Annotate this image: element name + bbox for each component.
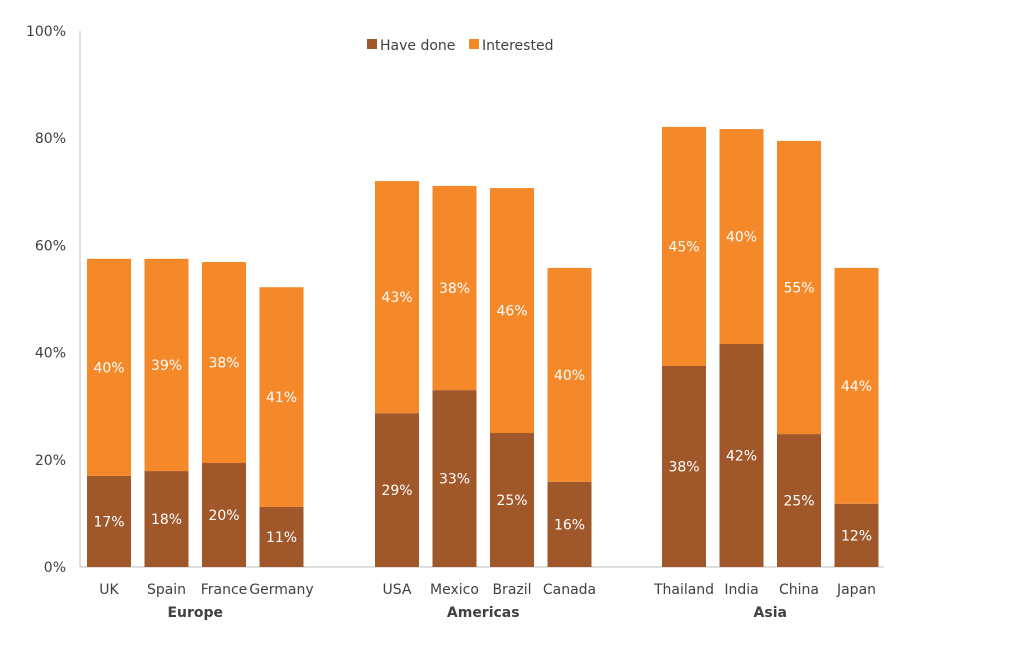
bar-interested (202, 262, 246, 464)
x-tick-label: India (724, 582, 758, 598)
data-label: 41% (266, 390, 297, 406)
data-label: 38% (208, 356, 239, 372)
legend-label: Have done (380, 38, 455, 54)
x-tick-label: USA (383, 582, 412, 598)
bar-interested (144, 258, 189, 472)
group-label: Asia (754, 605, 787, 621)
y-tick-label: 100% (26, 24, 66, 40)
group-label: Europe (167, 605, 223, 621)
data-label: 29% (381, 483, 412, 499)
data-label: 45% (668, 239, 699, 255)
data-label: 38% (668, 460, 699, 476)
bar-interested (719, 129, 764, 345)
data-label: 16% (554, 517, 585, 533)
y-tick-label: 0% (44, 560, 66, 576)
y-tick-label: 40% (35, 346, 66, 362)
legend-label: Interested (482, 38, 553, 54)
data-label: 33% (439, 472, 470, 488)
bar-interested (259, 287, 304, 507)
x-tick-label: China (779, 582, 819, 598)
bar-interested (490, 188, 534, 433)
bar-have-done (202, 463, 246, 567)
data-label: 18% (151, 512, 182, 528)
bar-have-done (144, 471, 189, 567)
x-tick-label: Germany (249, 582, 313, 598)
data-label: 17% (93, 514, 124, 530)
data-label: 39% (151, 358, 182, 374)
bar-have-done (87, 475, 131, 567)
data-label: 12% (841, 528, 872, 544)
y-tick-label: 60% (35, 238, 66, 254)
data-label: 44% (841, 379, 872, 395)
y-tick-label: 80% (35, 131, 66, 147)
x-tick-label: Spain (147, 582, 186, 598)
bar-have-done (777, 434, 821, 567)
data-label: 40% (726, 230, 757, 246)
bar-interested (87, 258, 131, 476)
x-tick-label: France (201, 582, 248, 598)
data-label: 20% (208, 508, 239, 524)
x-tick-label: UK (99, 582, 119, 598)
bar-have-done (432, 390, 477, 567)
bar-have-done (547, 481, 592, 567)
bar-have-done (662, 366, 706, 567)
bar-interested (834, 267, 879, 504)
data-label: 43% (381, 290, 412, 306)
legend-swatch (469, 39, 479, 49)
bar-have-done (259, 506, 304, 567)
data-label: 55% (783, 280, 814, 296)
bar-have-done (375, 413, 419, 567)
legend-swatch (367, 39, 377, 49)
data-label: 40% (93, 360, 124, 376)
x-tick-label: Mexico (430, 582, 479, 598)
bar-have-done (490, 433, 534, 567)
x-tick-label: Japan (836, 582, 876, 598)
bar-interested (662, 126, 706, 366)
data-label: 46% (496, 304, 527, 320)
bar-interested (547, 267, 592, 482)
data-label: 25% (496, 493, 527, 509)
bar-interested (432, 185, 477, 391)
data-label: 42% (726, 449, 757, 465)
bar-interested (375, 181, 419, 414)
y-tick-label: 20% (35, 453, 66, 469)
data-label: 11% (266, 530, 297, 546)
bar-have-done (719, 344, 764, 567)
group-label: Americas (447, 605, 520, 621)
bar-interested (777, 140, 821, 435)
data-label: 40% (554, 368, 585, 384)
data-label: 25% (783, 494, 814, 510)
x-tick-label: Brazil (492, 582, 531, 598)
x-tick-label: Canada (543, 582, 596, 598)
x-tick-label: Thailand (653, 582, 714, 598)
bar-have-done (834, 503, 879, 567)
data-label: 38% (439, 281, 470, 297)
